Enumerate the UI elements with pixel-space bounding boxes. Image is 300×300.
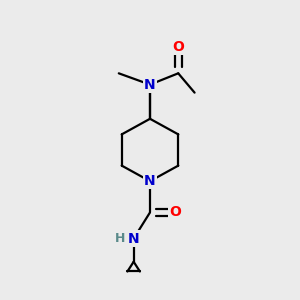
Text: N: N (144, 78, 156, 92)
Text: O: O (169, 206, 181, 219)
Text: O: O (172, 40, 184, 54)
Text: N: N (128, 232, 140, 246)
Text: N: N (144, 174, 156, 188)
Text: H: H (115, 232, 125, 245)
